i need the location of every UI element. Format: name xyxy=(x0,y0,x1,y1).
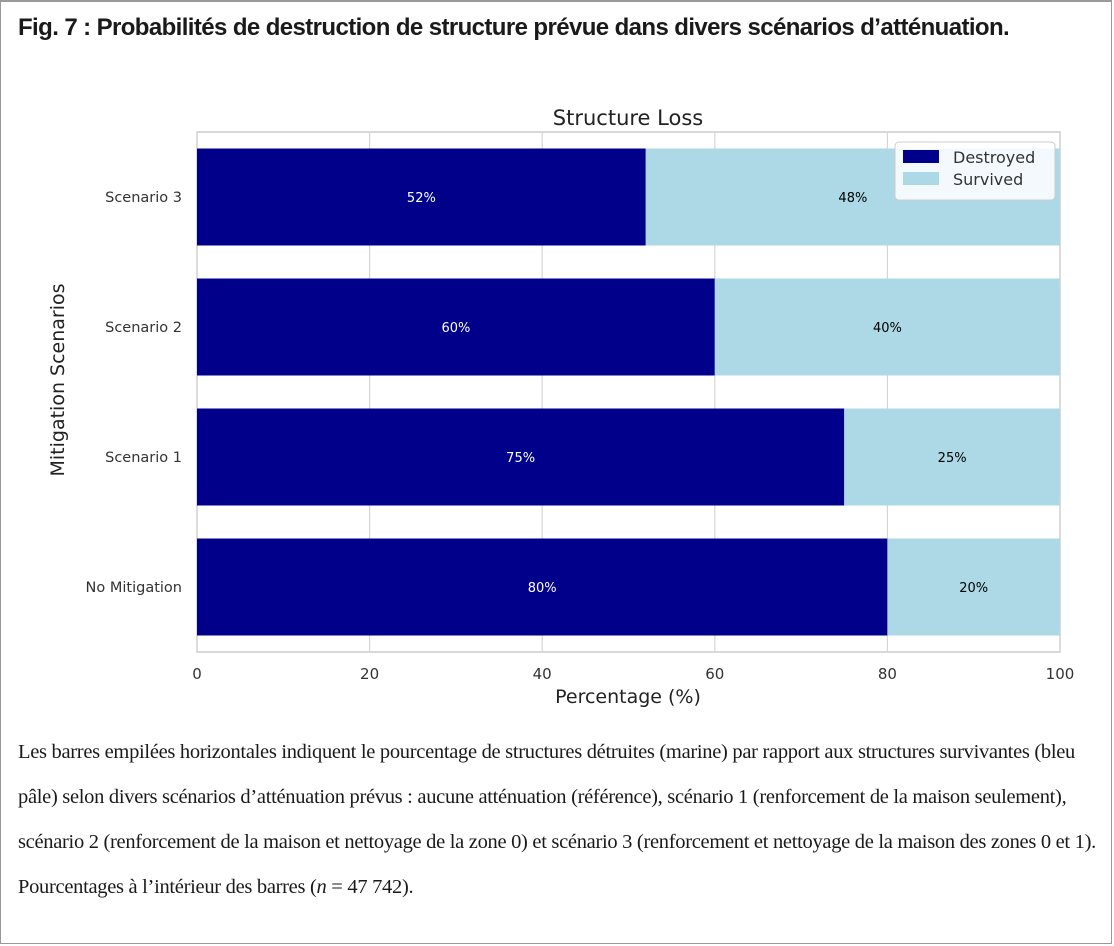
bar-data-label: 25% xyxy=(938,451,967,466)
y-tick-label: Scenario 1 xyxy=(105,450,182,466)
structure-loss-chart: Structure Loss Percentage (%) Mitigation… xyxy=(47,106,1075,708)
chart-title: Structure Loss xyxy=(553,106,703,130)
x-tick-label: 100 xyxy=(1046,665,1075,683)
bar-data-label: 20% xyxy=(959,581,988,596)
bar-data-label: 52% xyxy=(407,191,436,206)
x-tick-label: 20 xyxy=(360,665,379,683)
caption-n: n xyxy=(316,876,327,898)
y-axis-label: Mitigation Scenarios xyxy=(47,283,69,476)
figure-caption: Les barres empilées horizontales indique… xyxy=(18,730,1108,910)
bar-destroyed xyxy=(197,278,715,376)
legend-label: Survived xyxy=(953,170,1023,189)
legend-label: Destroyed xyxy=(953,148,1035,167)
bar-destroyed xyxy=(197,148,646,246)
y-tick-label: Scenario 3 xyxy=(105,190,182,206)
bar-data-label: 80% xyxy=(528,581,557,596)
caption-text: Les barres empilées horizontales indique… xyxy=(18,741,1096,898)
bar-data-label: 48% xyxy=(838,191,867,206)
x-tick-label: 60 xyxy=(705,665,724,683)
x-tick-label: 40 xyxy=(533,665,552,683)
bar-survived xyxy=(844,408,1060,506)
bar-destroyed xyxy=(197,538,888,636)
y-tick-label: Scenario 2 xyxy=(105,320,182,336)
caption-text-end: = 47 742). xyxy=(326,876,414,898)
x-axis-label: Percentage (%) xyxy=(555,686,701,708)
bar-data-label: 75% xyxy=(506,451,535,466)
bar-data-label: 60% xyxy=(441,321,470,336)
legend-swatch-destroyed xyxy=(903,150,939,163)
bar-survived xyxy=(887,538,1060,636)
bar-destroyed xyxy=(197,408,845,506)
x-tick-label: 0 xyxy=(192,665,202,683)
bar-survived xyxy=(714,278,1060,376)
bar-data-label: 40% xyxy=(873,321,902,336)
legend: Destroyed Survived xyxy=(894,141,1056,201)
x-tick-label: 80 xyxy=(878,665,897,683)
legend-swatch-survived xyxy=(903,172,939,185)
figure-title: Fig. 7 : Probabilités de destruction de … xyxy=(18,14,1010,41)
y-tick-label: No Mitigation xyxy=(86,580,182,596)
